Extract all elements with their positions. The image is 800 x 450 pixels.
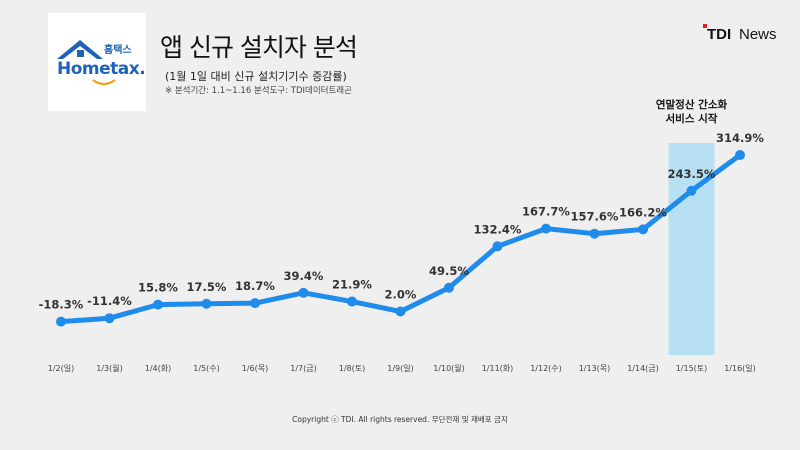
data-point bbox=[56, 316, 66, 327]
data-label: 17.5% bbox=[187, 280, 227, 294]
data-label: 49.5% bbox=[429, 264, 469, 278]
data-label: 132.4% bbox=[474, 222, 522, 236]
x-tick-label: 1/2(일) bbox=[48, 364, 74, 373]
data-point bbox=[104, 313, 115, 324]
house-icon bbox=[57, 40, 103, 59]
x-tick-label: 1/9(일) bbox=[387, 364, 413, 373]
page-title: 앱 신규 설치자 분석 bbox=[160, 33, 358, 62]
hometax-logo: 홈택스 Hometax. bbox=[48, 13, 146, 111]
x-tick-label: 1/5(수) bbox=[193, 364, 219, 373]
data-label: -18.3% bbox=[39, 298, 84, 312]
data-point bbox=[201, 298, 212, 309]
x-tick-label: 1/7(금) bbox=[290, 364, 316, 373]
data-label: 166.2% bbox=[619, 205, 667, 219]
x-tick-label: 1/3(월) bbox=[96, 363, 122, 373]
x-tick-label: 1/11(화) bbox=[482, 364, 514, 373]
data-point bbox=[686, 185, 697, 196]
data-point bbox=[395, 306, 406, 317]
data-point bbox=[298, 287, 309, 298]
data-point bbox=[492, 241, 503, 252]
brand-tdi-text: TDI bbox=[707, 26, 732, 43]
data-point bbox=[347, 296, 357, 307]
x-tick-label: 1/14(금) bbox=[627, 364, 659, 373]
data-label: 39.4% bbox=[284, 269, 324, 283]
data-label: -11.4% bbox=[87, 294, 132, 308]
data-label: 18.7% bbox=[235, 279, 275, 293]
data-point bbox=[589, 228, 600, 239]
copyright-text: Copyright ⓒ TDI. All rights reserved. 무단… bbox=[292, 415, 508, 424]
data-point bbox=[444, 282, 454, 293]
logo-korean-text: 홈택스 bbox=[104, 45, 132, 56]
data-label: 2.0% bbox=[385, 288, 417, 302]
data-label: 157.6% bbox=[571, 210, 619, 224]
x-tick-label: 1/6(목) bbox=[242, 364, 268, 373]
annotation-line-1: 연말정산 간소화 bbox=[656, 98, 728, 111]
data-point bbox=[638, 224, 648, 235]
data-label: 15.8% bbox=[138, 281, 178, 295]
x-tick-label: 1/8(토) bbox=[339, 364, 365, 373]
x-tick-label: 1/16(일) bbox=[724, 364, 756, 373]
data-point bbox=[541, 223, 551, 234]
data-label: 21.9% bbox=[332, 278, 372, 292]
data-point bbox=[735, 150, 745, 161]
data-point bbox=[250, 298, 260, 309]
data-point bbox=[153, 299, 163, 310]
brand-red-dot bbox=[703, 24, 707, 28]
brand-news-text: News bbox=[739, 26, 777, 43]
x-tick-label: 1/10(월) bbox=[433, 363, 465, 373]
analysis-note: ※ 분석기간: 1.1~1.16 분석도구: TDI데이터트래곤 bbox=[165, 86, 352, 96]
x-tick-label: 1/4(화) bbox=[145, 364, 171, 373]
x-tick-label: 1/12(수) bbox=[530, 364, 562, 373]
data-label: 167.7% bbox=[522, 205, 570, 219]
annotation-line-2: 서비스 시작 bbox=[666, 112, 718, 125]
page-subtitle: (1월 1일 대비 신규 설치기기수 증감률) bbox=[165, 70, 347, 83]
logo-wordmark: Hometax. bbox=[57, 59, 146, 79]
x-tick-label: 1/13(목) bbox=[579, 364, 611, 373]
data-label: 243.5% bbox=[668, 167, 716, 181]
data-label: 314.9% bbox=[716, 131, 764, 145]
logo-smile-icon bbox=[92, 79, 116, 86]
x-tick-label: 1/15(토) bbox=[676, 364, 708, 373]
